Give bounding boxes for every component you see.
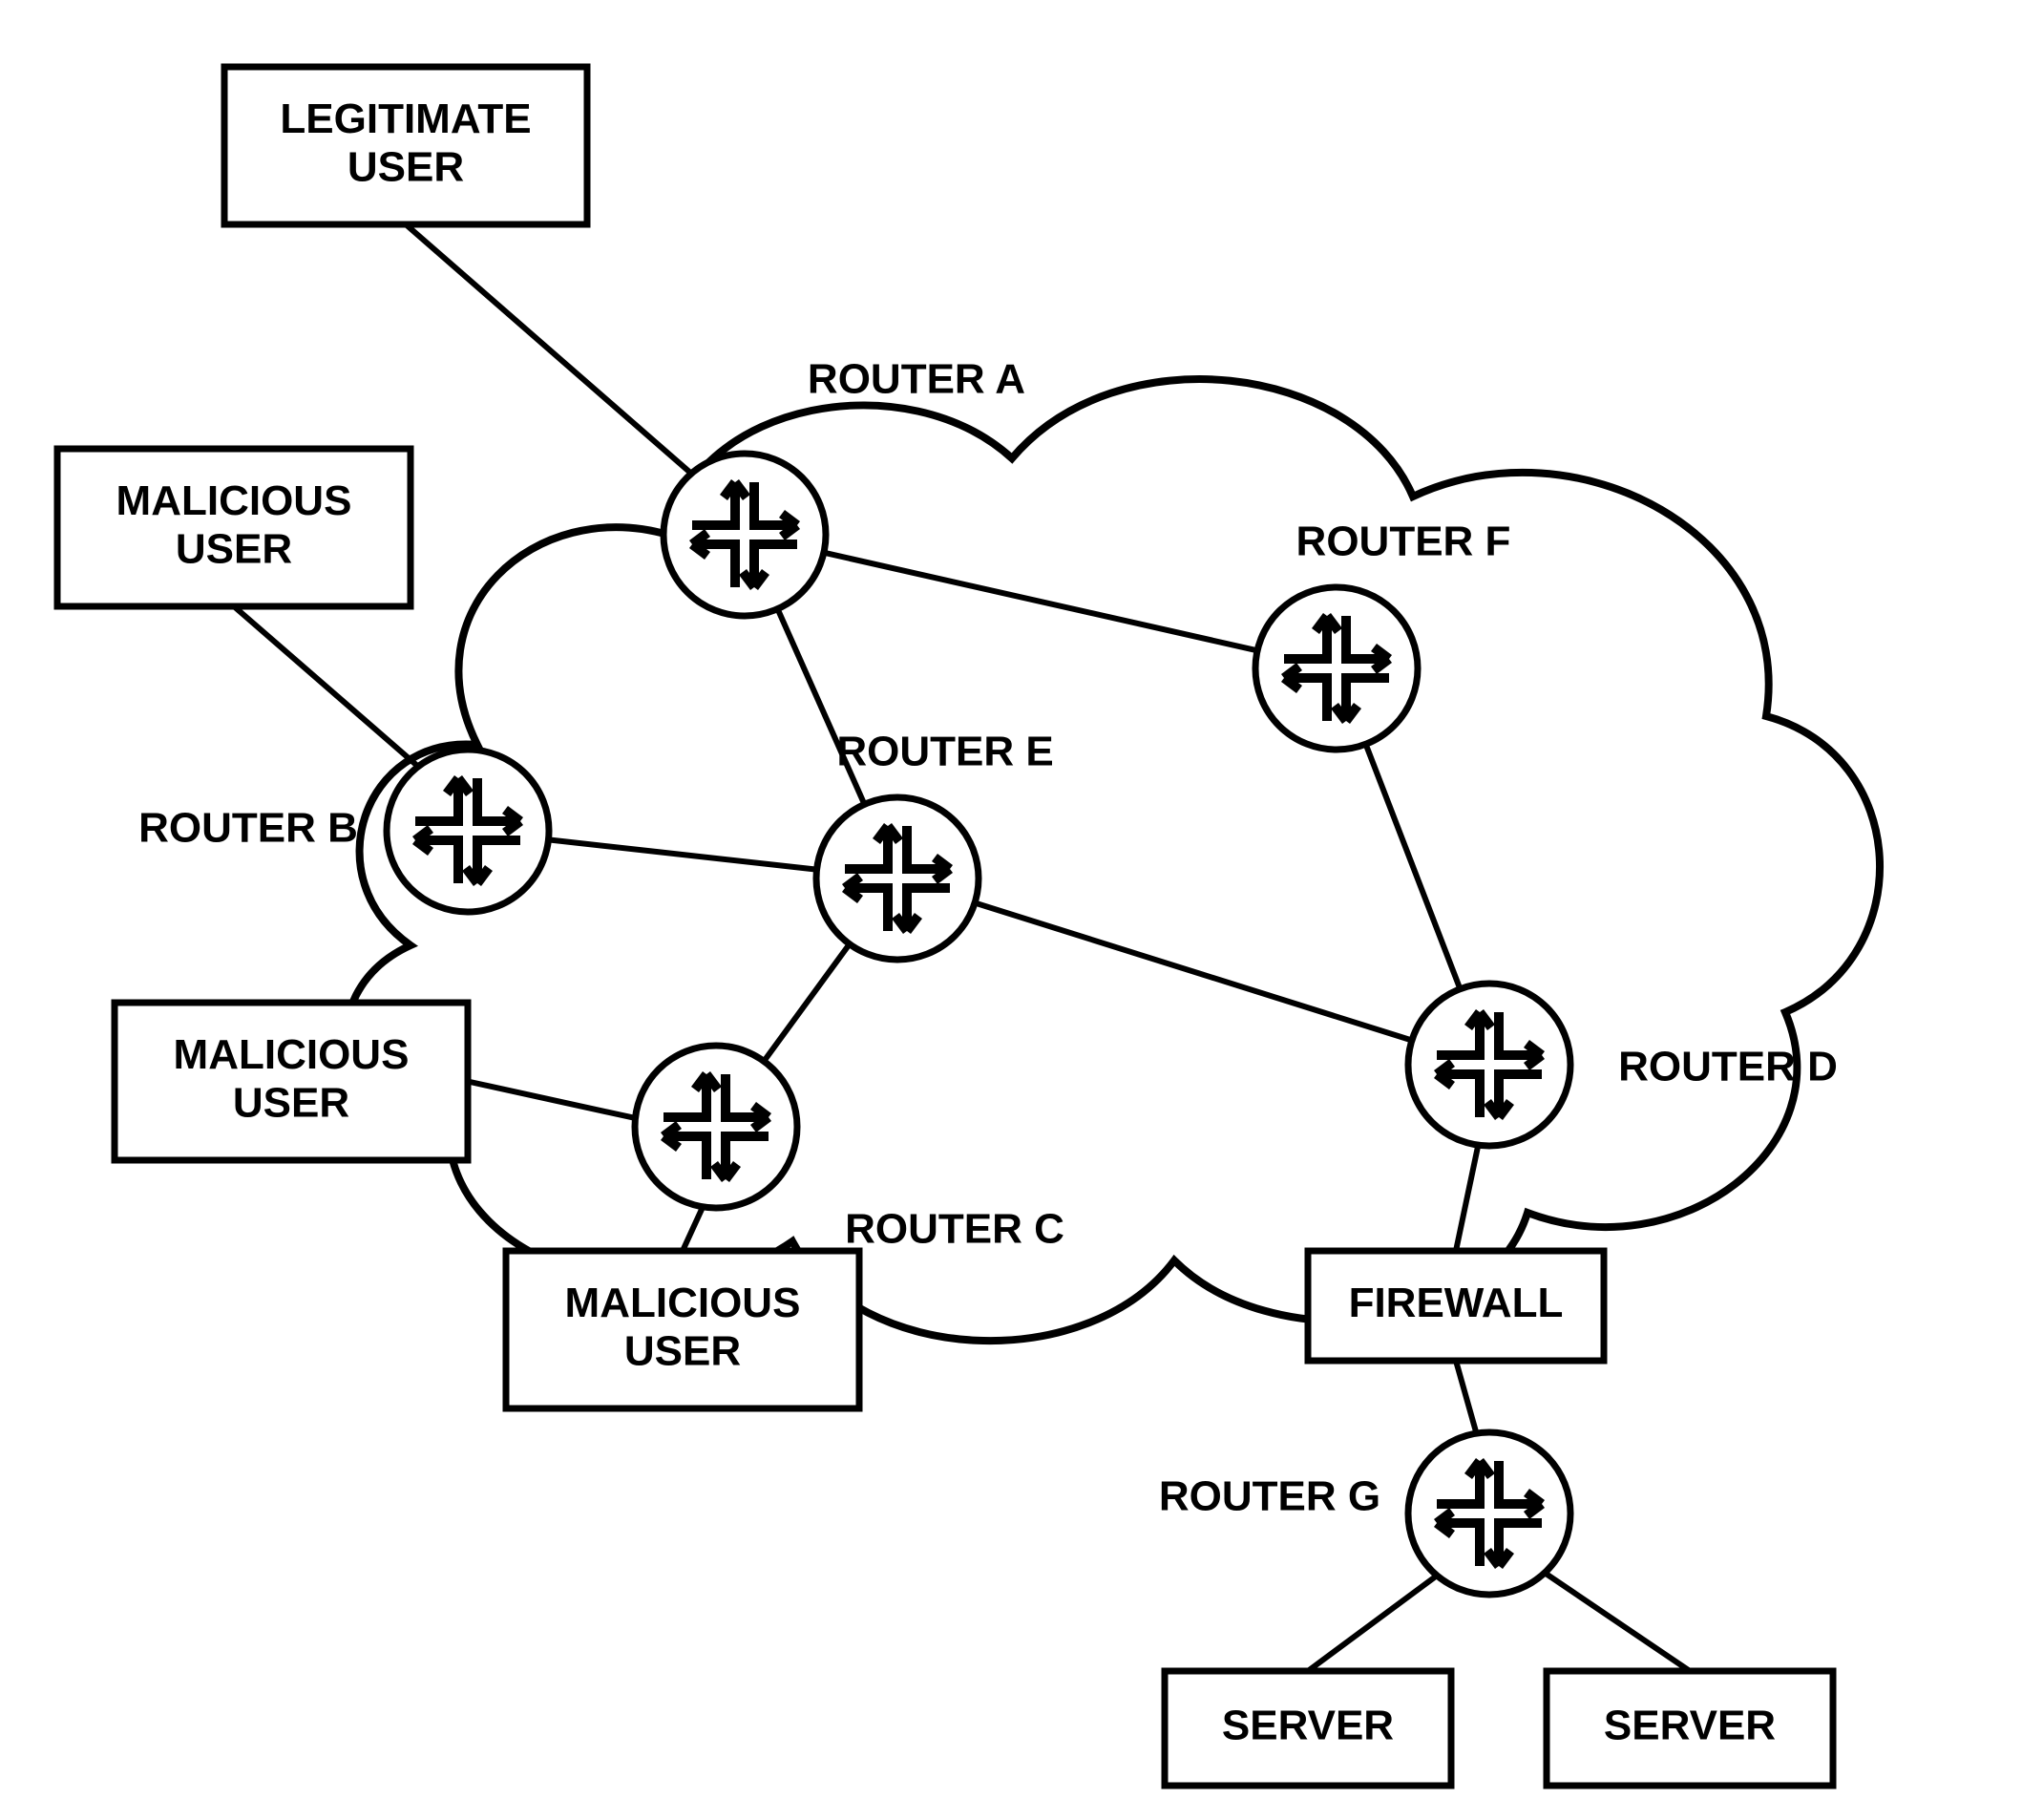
- router-D-icon: [1408, 984, 1570, 1146]
- box-server1-label-0: SERVER: [1222, 1703, 1394, 1749]
- box-mal_user_c2-label-1: USER: [624, 1327, 741, 1374]
- box-mal_user_b-label-0: MALICIOUS: [116, 477, 352, 524]
- router-E-icon: [816, 797, 979, 960]
- router-C: [635, 1046, 797, 1208]
- box-mal_user_c2-label-0: MALICIOUS: [565, 1280, 801, 1326]
- router-G: [1408, 1432, 1570, 1595]
- router-C-label: ROUTER C: [845, 1206, 1064, 1253]
- box-mal_user_c1-label-0: MALICIOUS: [174, 1031, 410, 1078]
- router-C-icon: [635, 1046, 797, 1208]
- router-A: [663, 454, 826, 616]
- router-B-icon: [387, 750, 549, 912]
- box-mal_user_c1-label-1: USER: [233, 1079, 349, 1126]
- router-E: [816, 797, 979, 960]
- router-B-label: ROUTER B: [138, 805, 358, 852]
- box-firewall-label-0: FIREWALL: [1349, 1280, 1564, 1326]
- router-E-label: ROUTER E: [836, 729, 1053, 775]
- box-legit_user-label-0: LEGITIMATE: [280, 95, 531, 142]
- router-D-label: ROUTER D: [1618, 1044, 1838, 1090]
- edge-11: [1456, 1361, 1476, 1433]
- box-mal_user_b-label-1: USER: [176, 525, 292, 572]
- router-A-label: ROUTER A: [808, 356, 1025, 403]
- edge-1: [234, 606, 418, 767]
- router-A-icon: [663, 454, 826, 616]
- router-G-icon: [1408, 1432, 1570, 1595]
- router-B: [387, 750, 549, 912]
- edge-0: [406, 224, 691, 474]
- box-legit_user-label-1: USER: [348, 143, 464, 190]
- network-diagram: LEGITIMATEUSERMALICIOUSUSERMALICIOUSUSER…: [0, 0, 2022, 1820]
- router-F-label: ROUTER F: [1296, 518, 1511, 565]
- edge-12: [1308, 1576, 1437, 1671]
- router-F: [1255, 587, 1418, 750]
- router-F-icon: [1255, 587, 1418, 750]
- router-D: [1408, 984, 1570, 1146]
- router-G-label: ROUTER G: [1159, 1473, 1380, 1520]
- network-cloud: [346, 379, 1880, 1341]
- edge-13: [1545, 1573, 1690, 1671]
- box-server2-label-0: SERVER: [1604, 1703, 1776, 1749]
